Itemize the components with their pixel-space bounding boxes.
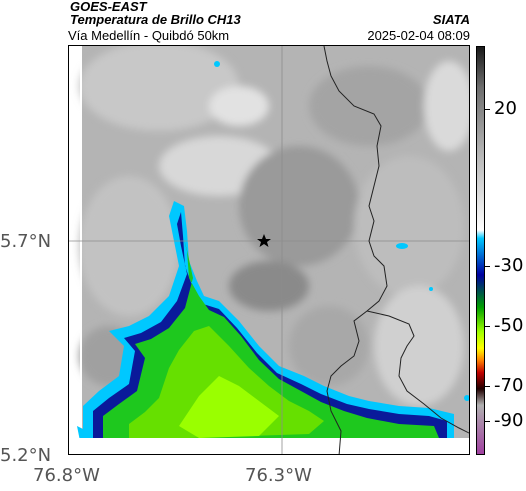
colorbar-tick <box>485 386 490 387</box>
lon-tick-label: 76.8°W <box>33 465 100 486</box>
colorbar-label: 20 <box>494 98 517 119</box>
star-icon[interactable] <box>257 234 271 247</box>
product-title: Temperatura de Brillo CH13 <box>70 12 241 27</box>
satellite-map[interactable] <box>68 45 470 455</box>
satellite-name: GOES-EAST <box>70 0 147 14</box>
colorbar-tick <box>485 421 490 422</box>
colorbar-label: -30 <box>494 255 524 276</box>
colorbar-tick <box>485 109 490 110</box>
colorbar-label: -70 <box>494 375 524 396</box>
cold-cloud-system <box>77 61 469 446</box>
colorbar-label: -50 <box>494 315 524 336</box>
lon-tick-label: 76.3°W <box>245 465 312 486</box>
colorbar <box>476 46 485 455</box>
lat-tick-label: 5.7°N <box>0 231 52 252</box>
colorbar-label: -90 <box>494 410 524 431</box>
graticule <box>69 46 469 454</box>
colorbar-tick <box>485 266 490 267</box>
map-canvas <box>69 46 469 454</box>
boundary-lines <box>323 46 469 454</box>
timestamp-label: 2025-02-04 08:09 <box>367 28 470 43</box>
colorbar-tick <box>485 326 490 327</box>
organization-label: SIATA <box>432 12 470 27</box>
region-label: Vía Medellín - Quibdó 50km <box>68 28 230 43</box>
lat-tick-label: 5.2°N <box>0 445 52 466</box>
